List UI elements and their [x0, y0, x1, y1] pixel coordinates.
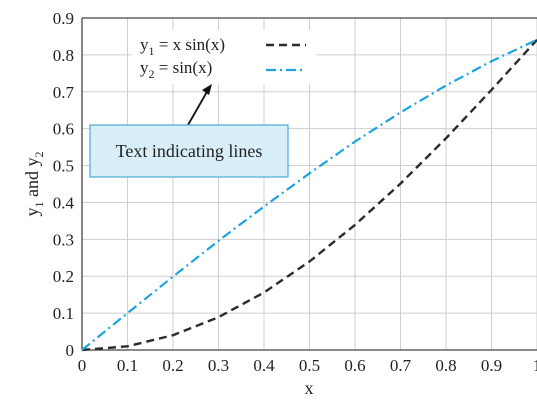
x-tick-labels: 0 0.1 0.2 0.3 0.4 0.5 0.6 0.7 0.8 0.9 1 [78, 356, 537, 375]
legend-y2-rest: = sin(x) [155, 58, 213, 77]
x-tick-label-7: 0.7 [390, 356, 412, 375]
y-axis-title-sub2: 2 [32, 152, 46, 158]
legend-label-y2: y2 = sin(x) [140, 58, 212, 81]
axes [81, 17, 537, 351]
y-tick-label-8: 0.8 [53, 46, 74, 65]
x-tick-label-1: 0.1 [117, 356, 138, 375]
legend-y2-main: y [140, 58, 149, 77]
x-tick-label-3: 0.3 [208, 356, 229, 375]
legend-label-y1: y1 = x sin(x) [140, 35, 225, 58]
legend-background [132, 30, 316, 84]
y-tick-label-5: 0.5 [53, 157, 74, 176]
series-line-1 [81, 38, 537, 352]
x-tick-label-0: 0 [78, 356, 87, 375]
annotation-arrow-line [187, 89, 209, 126]
x-tick-label-5: 0.5 [299, 356, 320, 375]
x-tick-label-2: 0.2 [162, 356, 183, 375]
x-tick-label-10: 1 [533, 356, 537, 375]
y-tick-label-1: 0.1 [53, 304, 74, 323]
x-tick-label-8: 0.8 [435, 356, 456, 375]
x-tick-label-6: 0.6 [344, 356, 365, 375]
y-tick-labels: 0 0.1 0.2 0.3 0.4 0.5 0.6 0.7 0.8 0.9 [53, 9, 75, 360]
legend-y1-rest: = x sin(x) [155, 35, 226, 54]
annotation-text: Text indicating lines [116, 141, 263, 161]
x-axis-title: x [305, 378, 314, 398]
legend-y1-main: y [140, 35, 149, 54]
legend: y1 = x sin(x) y2 = sin(x) [132, 30, 316, 84]
y-axis-title-sub1: 1 [32, 202, 46, 208]
y-tick-label-4: 0.4 [53, 193, 75, 212]
annotation: Text indicating lines [89, 84, 289, 178]
legend-y2-sub: 2 [149, 67, 155, 81]
series-lines [81, 38, 537, 352]
y-tick-label-3: 0.3 [53, 230, 74, 249]
annotation-box [89, 124, 289, 178]
y-tick-label-0: 0 [66, 341, 75, 360]
annotation-arrow-head [202, 84, 212, 95]
y-axis-title-mid: and y [22, 158, 42, 202]
y-axis-title-y: y [22, 208, 42, 217]
y-tick-label-9: 0.9 [53, 9, 74, 28]
x-tick-label-9: 0.9 [481, 356, 502, 375]
y-tick-label-6: 0.6 [53, 120, 74, 139]
x-tick-label-4: 0.4 [253, 356, 275, 375]
series-line-2 [81, 38, 537, 351]
y-axis-title: y1 and y2 [22, 152, 46, 217]
legend-y1-sub: 1 [149, 44, 155, 58]
y-tick-label-2: 0.2 [53, 267, 74, 286]
y-tick-label-7: 0.7 [53, 83, 75, 102]
